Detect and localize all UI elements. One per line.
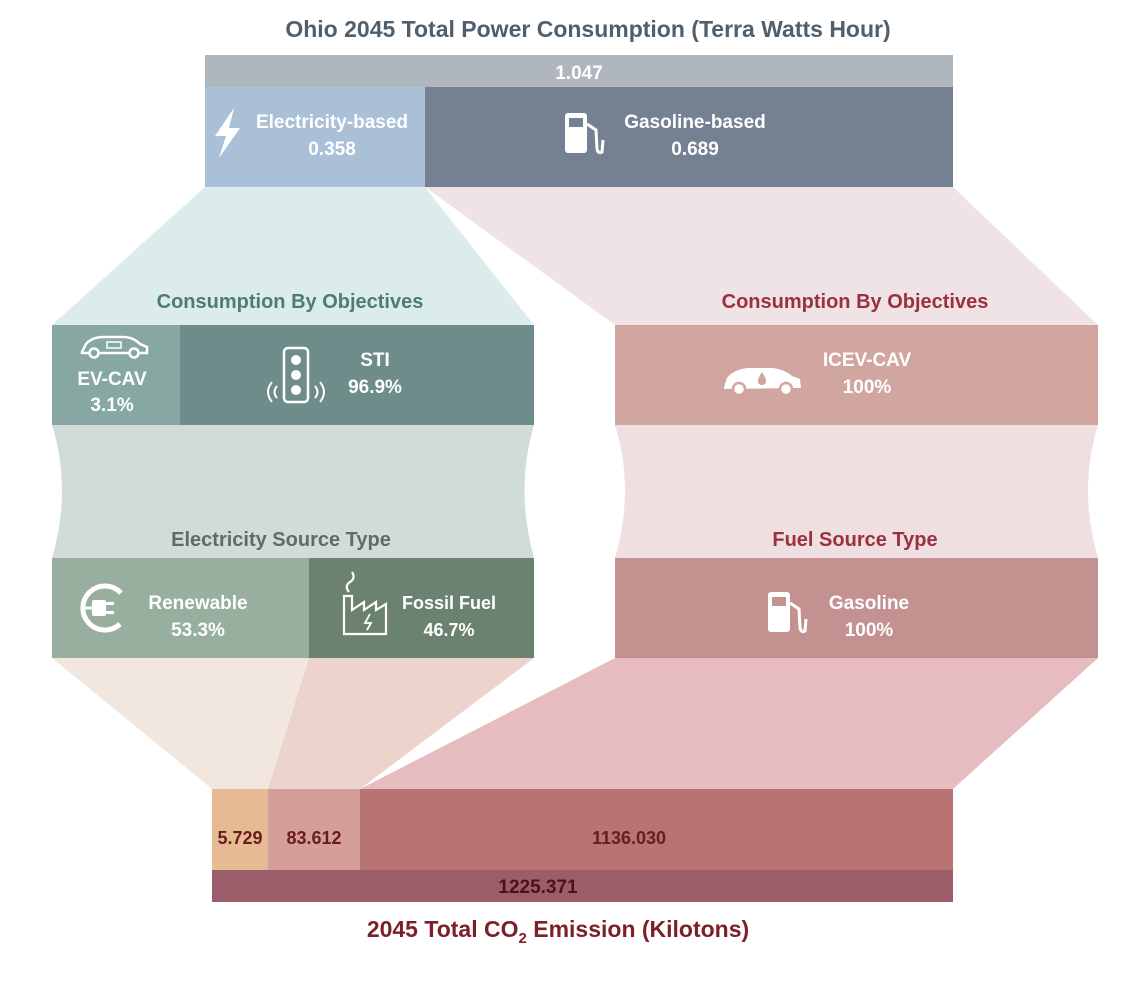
right-objectives-title: Consumption By Objectives [722,291,989,313]
emission-fossil-value: 83.612 [286,828,341,848]
fuel-source-title: Fuel Source Type [772,529,937,551]
electricity-source-title: Electricity Source Type [171,529,391,551]
total-power-value: 1.047 [555,63,603,84]
left-objectives-title: Consumption By Objectives [157,291,424,313]
fossil-fuel-box [309,558,534,658]
emission-total-bar [212,870,953,902]
flow-electricity-to-objectives [52,187,534,325]
sti-box [180,325,534,425]
electricity-based-label: Electricity-based [256,112,408,133]
diagram-title: Ohio 2045 Total Power Consumption (Terra… [285,16,890,42]
gasoline-based-box [425,87,953,187]
renewable-value: 53.3% [171,620,225,641]
emission-gasoline-bar [360,789,953,870]
ev-cav-value: 3.1% [90,395,133,416]
ev-cav-label: EV-CAV [77,369,147,390]
sti-label: STI [360,350,390,371]
gasoline-source-box [615,558,1098,658]
sti-value: 96.9% [348,377,402,398]
gasoline-source-label: Gasoline [829,593,909,614]
gasoline-source-value: 100% [845,620,894,641]
fossil-fuel-label: Fossil Fuel [402,593,496,613]
flow-objective-to-fuel-source [615,425,1098,558]
flow-gasoline-to-emission [360,658,1098,789]
flow-renewable-to-emission [52,658,309,789]
fossil-fuel-value: 46.7% [423,620,474,640]
electric-car-icon [80,335,149,359]
electricity-based-value: 0.358 [308,139,356,160]
emission-renewable-bar [212,789,268,870]
icev-cav-label: ICEV-CAV [823,350,912,371]
flow-objectives-to-electricity-source [52,425,534,558]
eco-plug-icon [80,583,123,633]
traffic-light-icon [267,346,325,404]
power-plant-icon [342,571,388,636]
renewable-label: Renewable [148,593,247,614]
icev-cav-value: 100% [843,377,892,398]
icev-cav-box [615,325,1098,425]
fuel-pump-icon [565,113,605,155]
gasoline-pump-icon [768,592,808,634]
electricity-based-box [205,87,425,187]
emission-gasoline-value: 1136.030 [592,828,666,848]
emission-fossil-bar [268,789,360,870]
total-power-bar [205,55,953,87]
fuel-car-icon [724,368,801,397]
emission-title: 2045 Total CO2 Emission (Kilotons) [367,916,749,947]
emission-total-value: 1225.371 [498,877,578,898]
emission-renewable-value: 5.729 [217,828,262,848]
flow-gasoline-to-objectives [425,187,1098,325]
lightning-icon [215,108,240,158]
gasoline-based-label: Gasoline-based [624,112,766,133]
flow-fossil-to-emission [268,658,534,789]
gasoline-based-value: 0.689 [671,139,719,160]
